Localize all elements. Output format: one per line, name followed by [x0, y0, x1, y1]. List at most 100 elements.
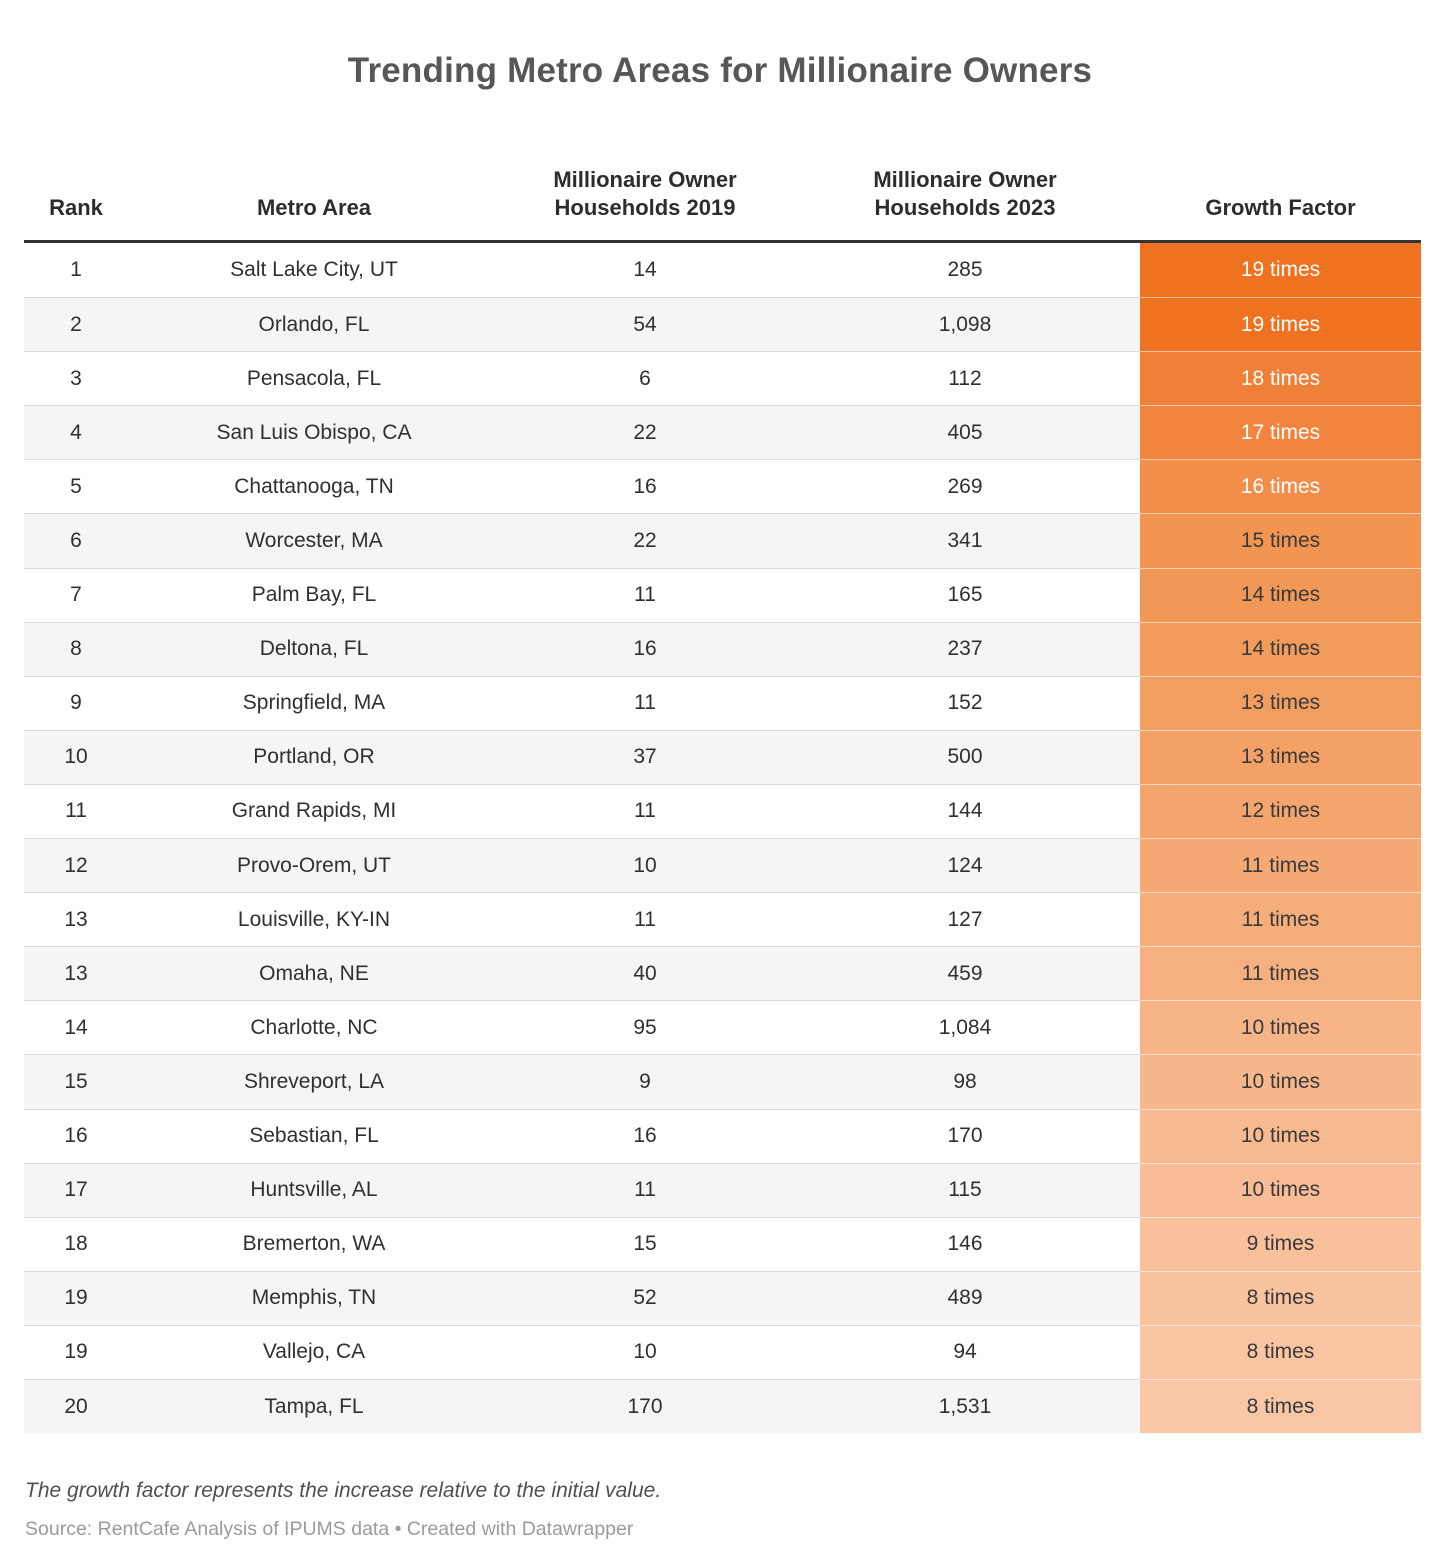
cell-metro-area: Salt Lake City, UT — [230, 258, 398, 282]
cell-growth-factor: 11 times — [1140, 838, 1421, 893]
cell-households-2023: 405 — [790, 405, 1140, 459]
cell-metro-area: Louisville, KY-IN — [128, 892, 500, 946]
cell-households-2019: 16 — [500, 1108, 790, 1163]
cell-growth-factor: 12 times — [1140, 783, 1421, 839]
table-row: 11 Grand Rapids, MI 11 144 12 times — [24, 783, 1421, 839]
source-attribution: Source: RentCafe Analysis of IPUMS data … — [25, 1518, 634, 1541]
cell-rank: 12 — [24, 838, 128, 892]
cell-growth-factor: 14 times — [1140, 621, 1421, 676]
table-row: 5 Chattanooga, TN 16 269 16 times — [24, 459, 1421, 514]
cell-households-2019: 6 — [500, 351, 790, 405]
cell-metro-area: Pensacola, FL — [128, 351, 500, 405]
cell-metro-area: Springfield, MA — [128, 675, 500, 730]
cell-rank: 19 — [24, 1324, 128, 1379]
cell-households-2023: 98 — [790, 1054, 1140, 1108]
cell-metro-area: Huntsville, AL — [128, 1162, 500, 1217]
cell-rank: 20 — [24, 1378, 128, 1433]
cell-rank: 11 — [24, 783, 128, 838]
table-row: 13 Louisville, KY-IN 11 127 11 times — [24, 892, 1421, 947]
cell-growth-factor: 10 times — [1140, 1108, 1421, 1163]
cell-households-2019: 22 — [500, 513, 790, 567]
cell-metro-area: Vallejo, CA — [128, 1324, 500, 1379]
cell-growth-factor: 14 times — [1140, 567, 1421, 622]
cell-rank: 6 — [24, 513, 128, 567]
cell-metro-area: San Luis Obispo, CA — [128, 405, 500, 459]
cell-metro-area: Chattanooga, TN — [128, 459, 500, 513]
cell-rank: 9 — [24, 675, 128, 730]
table-row: 19 Vallejo, CA 10 94 8 times — [24, 1324, 1421, 1379]
cell-households-2023: 124 — [790, 838, 1140, 892]
table-row: 19 Memphis, TN 52 489 8 times — [24, 1270, 1421, 1325]
cell-growth-factor: 9 times — [1140, 1216, 1421, 1271]
table-row: 17 Huntsville, AL 11 115 10 times — [24, 1162, 1421, 1217]
cell-households-2023: 500 — [790, 729, 1140, 784]
cell-rank: 16 — [24, 1108, 128, 1163]
cell-metro-area: Provo-Orem, UT — [128, 838, 500, 892]
cell-growth-factor: 19 times — [1140, 297, 1421, 352]
cell-rank: 14 — [24, 1000, 128, 1054]
column-header-growth-factor: Growth Factor — [1205, 195, 1356, 220]
cell-metro-area: Sebastian, FL — [128, 1108, 500, 1163]
cell-growth-factor: 16 times — [1140, 459, 1421, 514]
cell-households-2019: 16 — [500, 459, 790, 513]
cell-rank: 13 — [24, 946, 128, 1000]
cell-metro-area: Orlando, FL — [128, 297, 500, 351]
cell-households-2023: 1,531 — [790, 1378, 1140, 1433]
table-row: 15 Shreveport, LA 9 98 10 times — [24, 1054, 1421, 1109]
cell-rank: 1 — [70, 258, 82, 282]
cell-households-2019: 40 — [500, 946, 790, 1000]
cell-rank: 5 — [24, 459, 128, 513]
table-row: 3 Pensacola, FL 6 112 18 times — [24, 351, 1421, 406]
column-header-metro-area: Metro Area — [256, 195, 372, 220]
cell-growth-factor: 17 times — [1140, 405, 1421, 460]
cell-growth-factor: 10 times — [1140, 1000, 1421, 1055]
cell-rank: 8 — [24, 621, 128, 676]
cell-households-2023: 165 — [790, 567, 1140, 622]
cell-metro-area: Palm Bay, FL — [128, 567, 500, 622]
cell-households-2023: 341 — [790, 513, 1140, 567]
column-header-households-2019: Millionaire Owner Households 2019 — [553, 167, 737, 220]
cell-households-2023: 237 — [790, 621, 1140, 676]
cell-households-2023: 1,084 — [790, 1000, 1140, 1054]
cell-households-2019: 14 — [633, 258, 657, 282]
cell-growth-factor: 8 times — [1140, 1378, 1421, 1434]
cell-households-2023: 489 — [790, 1270, 1140, 1325]
table-header-row: Rank Metro Area Millionaire Owner Househ… — [24, 166, 1421, 243]
cell-households-2019: 9 — [500, 1054, 790, 1108]
table-row: 6 Worcester, MA 22 341 15 times — [24, 513, 1421, 568]
cell-metro-area: Worcester, MA — [128, 513, 500, 567]
millionaire-metro-table: Rank Metro Area Millionaire Owner Househ… — [24, 166, 1421, 1434]
table-row: 7 Palm Bay, FL 11 165 14 times — [24, 567, 1421, 622]
cell-metro-area: Omaha, NE — [128, 946, 500, 1000]
cell-metro-area: Charlotte, NC — [128, 1000, 500, 1054]
cell-households-2019: 11 — [500, 892, 790, 946]
cell-growth-factor: 11 times — [1140, 946, 1421, 1001]
cell-households-2023: 146 — [790, 1216, 1140, 1271]
cell-households-2023: 112 — [790, 351, 1140, 405]
cell-households-2019: 37 — [500, 729, 790, 784]
cell-households-2019: 11 — [500, 675, 790, 730]
cell-households-2023: 1,098 — [790, 297, 1140, 351]
cell-metro-area: Grand Rapids, MI — [128, 783, 500, 838]
table-row: 14 Charlotte, NC 95 1,084 10 times — [24, 1000, 1421, 1055]
cell-households-2023: 115 — [790, 1162, 1140, 1217]
cell-households-2019: 15 — [500, 1216, 790, 1271]
table-row: 12 Provo-Orem, UT 10 124 11 times — [24, 838, 1421, 893]
cell-households-2019: 11 — [500, 567, 790, 622]
cell-households-2023: 269 — [790, 459, 1140, 513]
table-row: 1 Salt Lake City, UT 14 285 19 times — [24, 243, 1421, 298]
cell-rank: 4 — [24, 405, 128, 459]
cell-metro-area: Shreveport, LA — [128, 1054, 500, 1108]
cell-households-2019: 16 — [500, 621, 790, 676]
table-row: 13 Omaha, NE 40 459 11 times — [24, 946, 1421, 1001]
column-header-rank: Rank — [49, 195, 103, 220]
cell-growth-factor: 8 times — [1140, 1324, 1421, 1379]
cell-rank: 18 — [24, 1216, 128, 1271]
cell-metro-area: Bremerton, WA — [128, 1216, 500, 1271]
cell-growth-factor: 19 times — [1140, 243, 1421, 298]
cell-households-2019: 54 — [500, 297, 790, 351]
cell-households-2023: 170 — [790, 1108, 1140, 1163]
cell-growth-factor: 10 times — [1140, 1162, 1421, 1217]
cell-households-2023: 94 — [790, 1324, 1140, 1379]
